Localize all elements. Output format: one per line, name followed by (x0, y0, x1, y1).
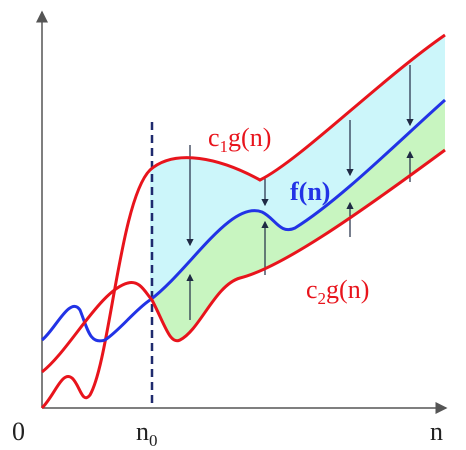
label-part: g(n) (228, 123, 271, 152)
label-part: g(n) (326, 275, 369, 304)
middle-label: f(n) (290, 177, 330, 206)
upper-curve (40, 33, 446, 410)
arrows (186, 65, 414, 320)
middle-curve (41, 98, 446, 343)
lower-curve (41, 148, 446, 374)
lower-label: c2g(n) (306, 275, 369, 308)
label-sub: 1 (220, 137, 229, 156)
lower-band (150, 100, 445, 341)
label-part: c (208, 123, 220, 152)
upper-band (150, 35, 445, 300)
origin-label: 0 (12, 417, 25, 446)
label-part: c (306, 275, 318, 304)
n0-label: n0 (136, 417, 158, 450)
x-axis-label: n (430, 417, 443, 446)
label-sub: 2 (318, 289, 327, 308)
label-sub: 0 (149, 431, 158, 450)
upper-label: c1g(n) (208, 123, 271, 156)
label-part: n (136, 417, 149, 446)
